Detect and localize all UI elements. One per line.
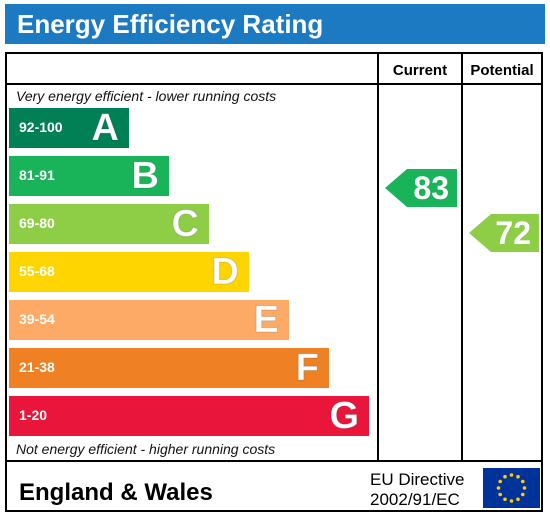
directive-line-1: EU Directive [370,470,465,489]
eu-flag-icon [483,468,540,508]
divider-current [377,54,379,462]
band-letter: D [211,251,239,293]
title-bar: Energy Efficiency Rating [5,4,545,44]
band-range: 81-91 [19,167,55,183]
band-g: 1-20 G [9,395,369,437]
header-divider [7,83,541,85]
potential-rating-value: 72 [495,215,531,251]
band-range: 1-20 [19,407,48,423]
band-d: 55-68 D [9,251,249,293]
column-current-label: Current [392,62,448,79]
page-title: Energy Efficiency Rating [17,9,324,39]
potential-rating-arrow: 72 [469,214,539,252]
band-a: 92-100 A [9,107,129,149]
band-f: 21-38 F [9,347,329,389]
eu-stars-icon [496,473,527,503]
rating-table: Current Potential Very energy efficient … [5,52,543,512]
country-label: England & Wales [19,479,213,506]
band-range: 92-100 [19,119,63,135]
band-range: 69-80 [19,215,55,231]
band-letter: A [91,107,119,149]
band-c: 69-80 C [9,203,209,245]
band-e: 39-54 E [9,299,289,341]
divider-potential [461,54,463,462]
band-letter: G [329,395,360,437]
band-b: 81-91 B [9,155,169,197]
band-letter: C [171,203,199,245]
band-range: 39-54 [19,311,55,327]
band-letter: F [295,347,319,389]
band-letter: B [131,155,159,197]
column-potential-label: Potential [470,62,534,79]
note-top: Very energy efficient - lower running co… [16,88,277,104]
band-letter: E [253,299,279,341]
footer-divider [7,460,541,462]
band-range: 21-38 [19,359,55,375]
band-range: 55-68 [19,263,55,279]
current-rating-arrow: 83 [385,169,457,207]
directive-line-2: 2002/91/EC [370,490,460,509]
note-bottom: Not energy efficient - higher running co… [16,441,276,457]
current-rating-value: 83 [413,170,449,206]
